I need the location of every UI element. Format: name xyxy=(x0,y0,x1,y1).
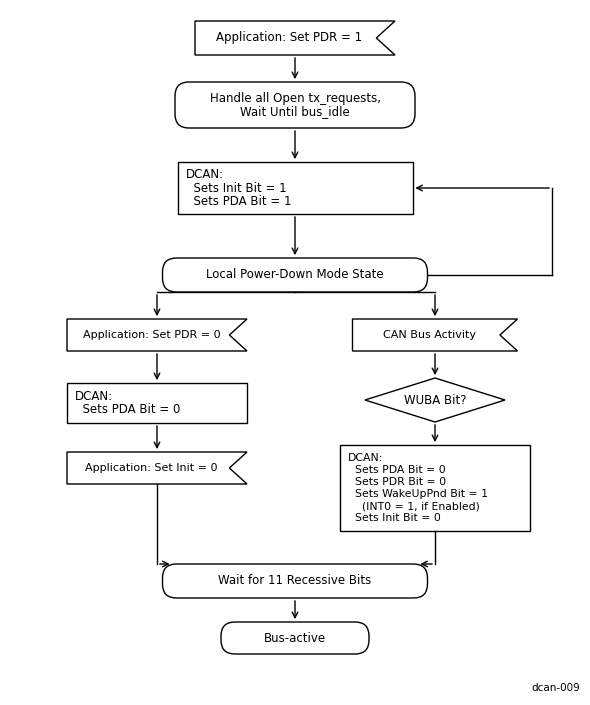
Text: dcan-009: dcan-009 xyxy=(531,683,580,693)
Text: DCAN:: DCAN: xyxy=(348,453,384,462)
Text: Sets WakeUpPnd Bit = 1: Sets WakeUpPnd Bit = 1 xyxy=(348,489,488,499)
Text: CAN Bus Activity: CAN Bus Activity xyxy=(384,330,476,340)
Text: Bus-active: Bus-active xyxy=(264,632,326,644)
Polygon shape xyxy=(352,319,517,351)
Bar xyxy=(67,383,247,423)
Text: DCAN:: DCAN: xyxy=(185,168,224,181)
Text: Application: Set Init = 0: Application: Set Init = 0 xyxy=(86,463,218,473)
Bar xyxy=(340,445,530,531)
Text: Application: Set PDR = 1: Application: Set PDR = 1 xyxy=(217,32,362,44)
Text: WUBA Bit?: WUBA Bit? xyxy=(404,393,466,407)
Text: Sets PDA Bit = 1: Sets PDA Bit = 1 xyxy=(185,195,291,208)
Text: Handle all Open tx_requests,: Handle all Open tx_requests, xyxy=(209,92,381,105)
Text: (INT0 = 1, if Enabled): (INT0 = 1, if Enabled) xyxy=(348,501,480,511)
Bar xyxy=(178,162,412,214)
Text: Wait Until bus_idle: Wait Until bus_idle xyxy=(240,105,350,118)
Polygon shape xyxy=(195,21,395,55)
Text: Sets PDA Bit = 0: Sets PDA Bit = 0 xyxy=(75,403,181,416)
FancyBboxPatch shape xyxy=(175,82,415,128)
Text: Sets PDA Bit = 0: Sets PDA Bit = 0 xyxy=(348,465,446,475)
Text: Sets PDR Bit = 0: Sets PDR Bit = 0 xyxy=(348,477,446,487)
Polygon shape xyxy=(67,319,247,351)
Text: Local Power-Down Mode State: Local Power-Down Mode State xyxy=(206,269,384,281)
Text: Wait for 11 Recessive Bits: Wait for 11 Recessive Bits xyxy=(218,575,372,587)
Polygon shape xyxy=(67,452,247,484)
FancyBboxPatch shape xyxy=(221,622,369,654)
Polygon shape xyxy=(365,378,505,422)
Text: Sets Init Bit = 0: Sets Init Bit = 0 xyxy=(348,513,441,523)
FancyBboxPatch shape xyxy=(162,564,428,598)
Text: Sets Init Bit = 1: Sets Init Bit = 1 xyxy=(185,181,286,195)
Text: DCAN:: DCAN: xyxy=(75,390,113,403)
Text: Application: Set PDR = 0: Application: Set PDR = 0 xyxy=(83,330,221,340)
FancyBboxPatch shape xyxy=(162,258,428,292)
